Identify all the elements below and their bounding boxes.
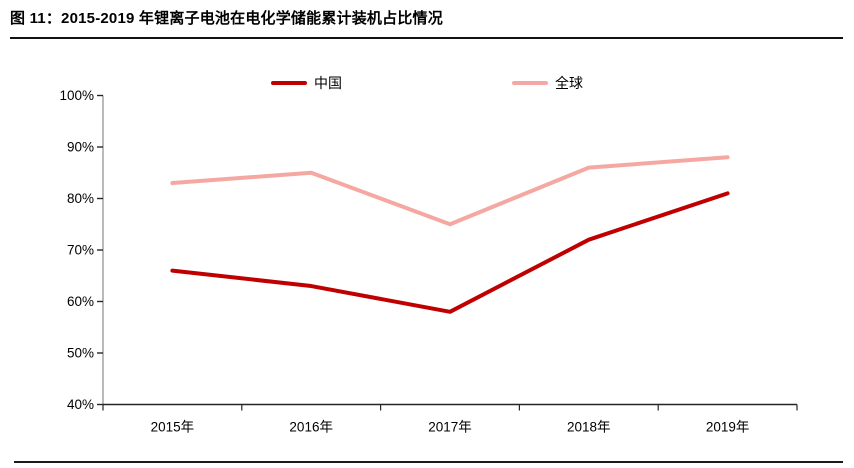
legend-swatch-icon: [271, 81, 307, 85]
legend-item-全球: 全球: [512, 73, 583, 93]
legend-label: 全球: [555, 75, 583, 91]
chart-title: 图 11：2015-2019 年锂离子电池在电化学储能累计装机占比情况: [10, 10, 443, 27]
x-tick-label: 2015年: [151, 420, 195, 435]
y-tick-label: 80%: [67, 191, 94, 206]
legend-item-中国: 中国: [271, 73, 342, 93]
y-tick-label: 70%: [67, 243, 94, 258]
y-tick-label: 100%: [59, 88, 94, 103]
y-tick-label: 50%: [67, 346, 94, 361]
series-line-中国: [170, 191, 730, 314]
y-tick-label: 40%: [67, 397, 94, 412]
x-tick-label: 2017年: [428, 420, 472, 435]
y-tick-label: 60%: [67, 294, 94, 309]
legend-label: 中国: [314, 75, 342, 91]
footer-divider: [14, 461, 843, 463]
legend-swatch-icon: [512, 81, 548, 85]
title-divider: [10, 37, 843, 39]
series-line-全球: [170, 155, 730, 227]
x-tick-label: 2019年: [706, 420, 750, 435]
y-tick-label: 90%: [67, 140, 94, 155]
x-tick-label: 2016年: [289, 420, 333, 435]
x-tick-label: 2018年: [567, 420, 611, 435]
chart-legend: 中国 全球: [0, 73, 854, 93]
